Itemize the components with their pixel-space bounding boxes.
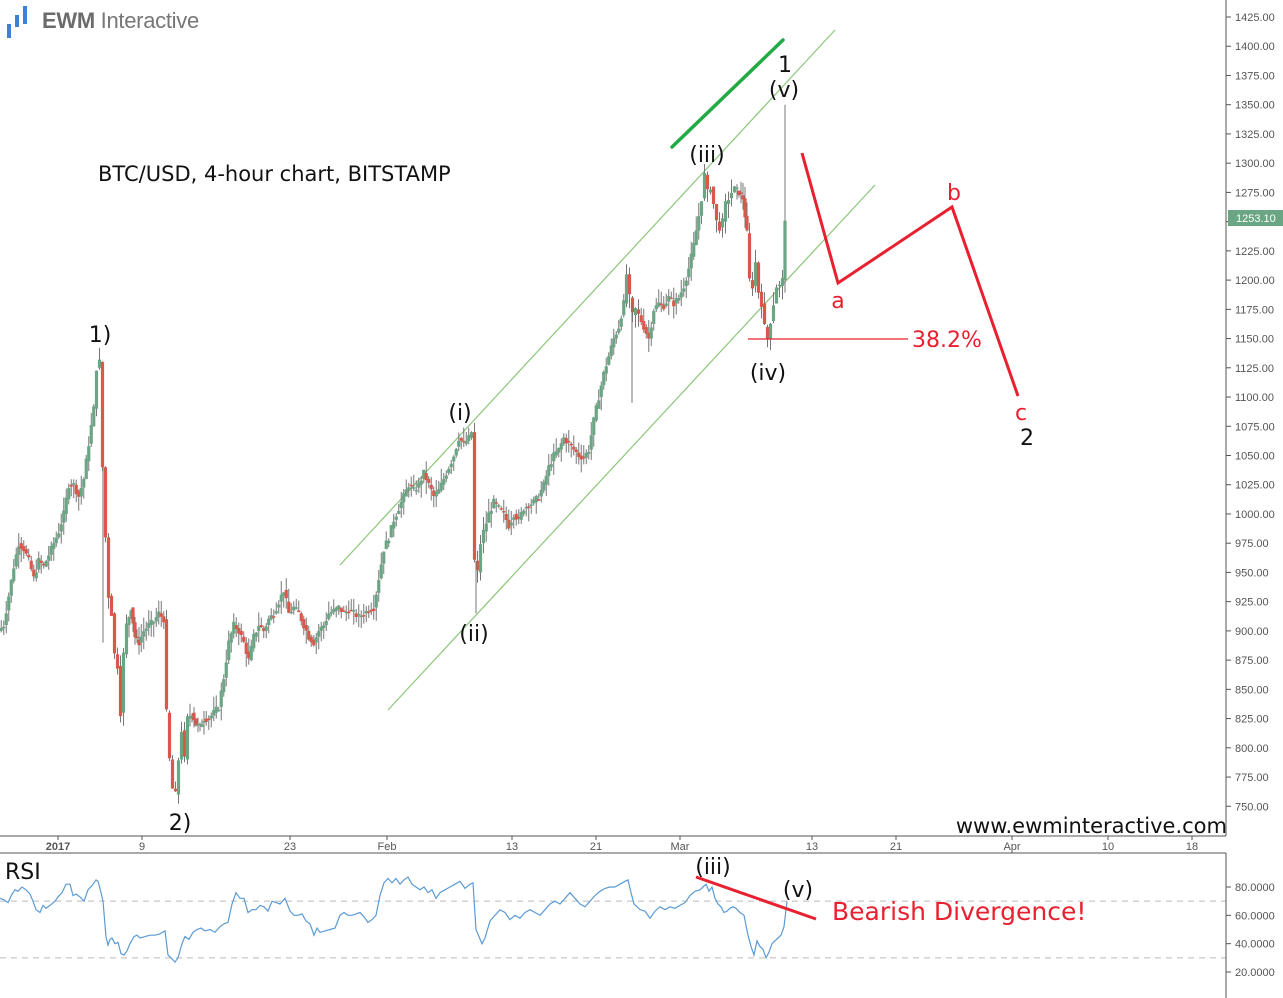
rsi-wave-label: (v) [783, 878, 813, 903]
rsi-wave-label: (iii) [695, 855, 731, 880]
price-tick: 1050.00 [1235, 450, 1275, 462]
price-tick: 900.00 [1235, 626, 1269, 638]
date-tick: Feb [378, 841, 397, 853]
price-tick: 825.00 [1235, 714, 1269, 726]
watermark: www.ewminteractive.com [956, 814, 1227, 838]
price-tick: 1350.00 [1235, 100, 1275, 112]
wave-label: 1 [778, 53, 792, 78]
price-tick: 875.00 [1235, 655, 1269, 667]
date-tick: 9 [139, 841, 145, 853]
price-tick: 1300.00 [1235, 158, 1275, 170]
green-trendline [670, 38, 785, 149]
price-tick: 1075.00 [1235, 421, 1275, 433]
price-tick: 925.00 [1235, 597, 1269, 609]
last-price-label: 1253.10 [1236, 213, 1276, 225]
wave-annotations: BTC/USD, 4-hour chart, BITSTAMP 1) 2) (i) (i… [89, 53, 1227, 838]
date-tick: 21 [890, 841, 902, 853]
price-tick: 1000.00 [1235, 509, 1275, 521]
price-tick: 1375.00 [1235, 70, 1275, 82]
logo: EWM Interactive [6, 4, 199, 38]
price-tick: 1275.00 [1235, 187, 1275, 199]
bar-chart-logo-icon [7, 6, 27, 38]
price-tick: 1425.00 [1235, 12, 1275, 24]
date-tick: 13 [506, 841, 518, 853]
price-tick: 1325.00 [1235, 129, 1275, 141]
wave-label: 2) [169, 811, 192, 836]
price-tick: 775.00 [1235, 772, 1269, 784]
divergence-label: Bearish Divergence! [832, 897, 1086, 926]
wave-label: (i) [448, 401, 471, 426]
projection-path [800, 152, 1020, 397]
price-tick: 950.00 [1235, 567, 1269, 579]
wave-label: (iii) [689, 143, 725, 168]
wave-label: 2 [1020, 426, 1034, 451]
price-axis: 1425.00 1400.00 1375.00 1350.00 1325.00 1300.… [46, 12, 1283, 853]
date-tick: 21 [590, 841, 602, 853]
logo-text: EWM Interactive [42, 8, 199, 33]
price-tick: 750.00 [1235, 801, 1269, 813]
price-tick: 1175.00 [1235, 304, 1274, 316]
wave-label: (v) [769, 78, 799, 103]
rsi-tick: 20.0000 [1235, 967, 1275, 979]
candlesticks [0, 104, 787, 804]
date-tick: 2017 [46, 841, 70, 853]
date-tick: 10 [1102, 841, 1114, 853]
price-tick: 850.00 [1235, 684, 1269, 696]
date-tick: 18 [1186, 841, 1198, 853]
rsi-tick: 40.0000 [1235, 939, 1275, 951]
rsi-line [0, 876, 788, 964]
price-tick: 975.00 [1235, 538, 1269, 550]
date-tick: Apr [1003, 841, 1020, 853]
price-tick: 800.00 [1235, 743, 1269, 755]
date-tick: 23 [284, 841, 296, 853]
fib-label: 38.2% [912, 328, 982, 353]
wave-label: (ii) [459, 622, 488, 647]
chart-frame [0, 0, 1227, 998]
rsi-tick: 60.0000 [1235, 910, 1275, 922]
price-tick: 1150.00 [1235, 334, 1274, 346]
price-tick: 1400.00 [1235, 41, 1275, 53]
rsi-label: RSI [5, 860, 41, 885]
projection-label: b [947, 181, 961, 206]
wave-label: 1) [89, 323, 112, 348]
rsi-panel: 80.0000 60.0000 40.0000 20.0000 RSI (iii) (v) B… [0, 855, 1275, 979]
rsi-tick: 80.0000 [1235, 882, 1275, 894]
price-tick: 1200.00 [1235, 275, 1275, 287]
last-price-tag [1228, 210, 1283, 227]
projection-label: a [831, 289, 844, 314]
chart-title: BTC/USD, 4-hour chart, BITSTAMP [98, 162, 451, 186]
date-tick: 13 [806, 841, 818, 853]
date-tick: Mar [671, 841, 690, 853]
price-tick: 1125.00 [1235, 363, 1274, 375]
divergence-line [695, 875, 817, 921]
projection-label: c [1015, 401, 1027, 426]
wave-label: (iv) [750, 361, 786, 386]
price-tick: 1225.00 [1235, 246, 1275, 258]
price-tick: 1025.00 [1235, 480, 1275, 492]
price-tick: 1100.00 [1235, 392, 1274, 404]
